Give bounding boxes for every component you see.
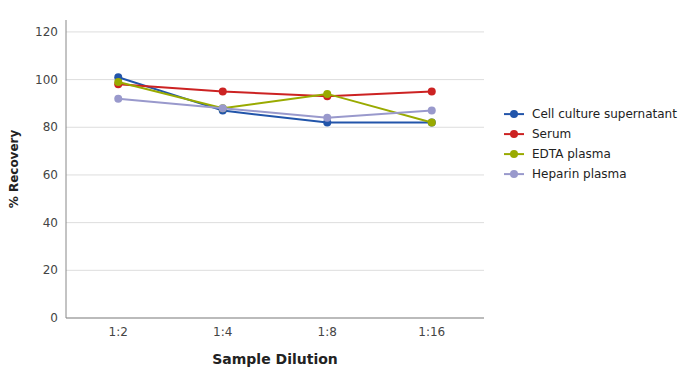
y-axis-line	[66, 20, 67, 318]
chart-container: 0 20 40 60 80 100 120 1:2 1:4 1:8 1:16 Sample Dilut…	[0, 0, 694, 380]
legend-marker	[510, 110, 518, 118]
series-line	[118, 82, 432, 123]
y-tick-label: 40	[43, 216, 58, 230]
series-point	[428, 119, 436, 127]
grid-line	[66, 127, 484, 128]
x-axis-label: Sample Dilution	[212, 351, 338, 367]
legend-label: Heparin plasma	[532, 167, 627, 181]
y-axis-label: % Recovery	[7, 130, 21, 209]
y-tick-label: 20	[43, 263, 58, 277]
grid-line	[66, 318, 484, 319]
x-tick-label: 1:2	[109, 325, 128, 339]
legend-marker	[510, 170, 518, 178]
grid-line	[66, 222, 484, 223]
legend-label: Serum	[532, 127, 571, 141]
series-point	[323, 90, 331, 98]
legend-label: EDTA plasma	[532, 147, 611, 161]
legend-marker	[510, 150, 518, 158]
legend-label: Cell culture supernatant	[532, 107, 677, 121]
y-tick-label: 120	[35, 25, 58, 39]
chart-svg: 0 20 40 60 80 100 120 1:2 1:4 1:8 1:16 Sample Dilut…	[0, 0, 694, 380]
x-tick-label: 1:8	[318, 325, 337, 339]
series-point	[428, 107, 436, 115]
series-point	[114, 95, 122, 103]
series-line	[118, 77, 432, 122]
plot-area	[114, 73, 436, 126]
grid-line	[66, 270, 484, 271]
series-point	[219, 88, 227, 96]
grid-line	[66, 174, 484, 175]
series-point	[219, 104, 227, 112]
grid-line	[66, 31, 484, 32]
x-tick-label: 1:16	[418, 325, 445, 339]
series-point	[114, 78, 122, 86]
y-tick-label: 0	[50, 311, 58, 325]
legend: Cell culture supernatant Serum EDTA plasma…	[504, 107, 677, 181]
legend-marker	[510, 130, 518, 138]
series-line	[118, 99, 432, 118]
series-point	[428, 88, 436, 96]
x-tick-label: 1:4	[213, 325, 232, 339]
y-tick-label: 100	[35, 73, 58, 87]
series-point	[428, 119, 436, 127]
series-point	[219, 104, 227, 112]
series-point	[323, 114, 331, 122]
x-axis-line	[66, 318, 484, 319]
y-tick-label: 60	[43, 168, 58, 182]
y-tick-label: 80	[43, 120, 58, 134]
